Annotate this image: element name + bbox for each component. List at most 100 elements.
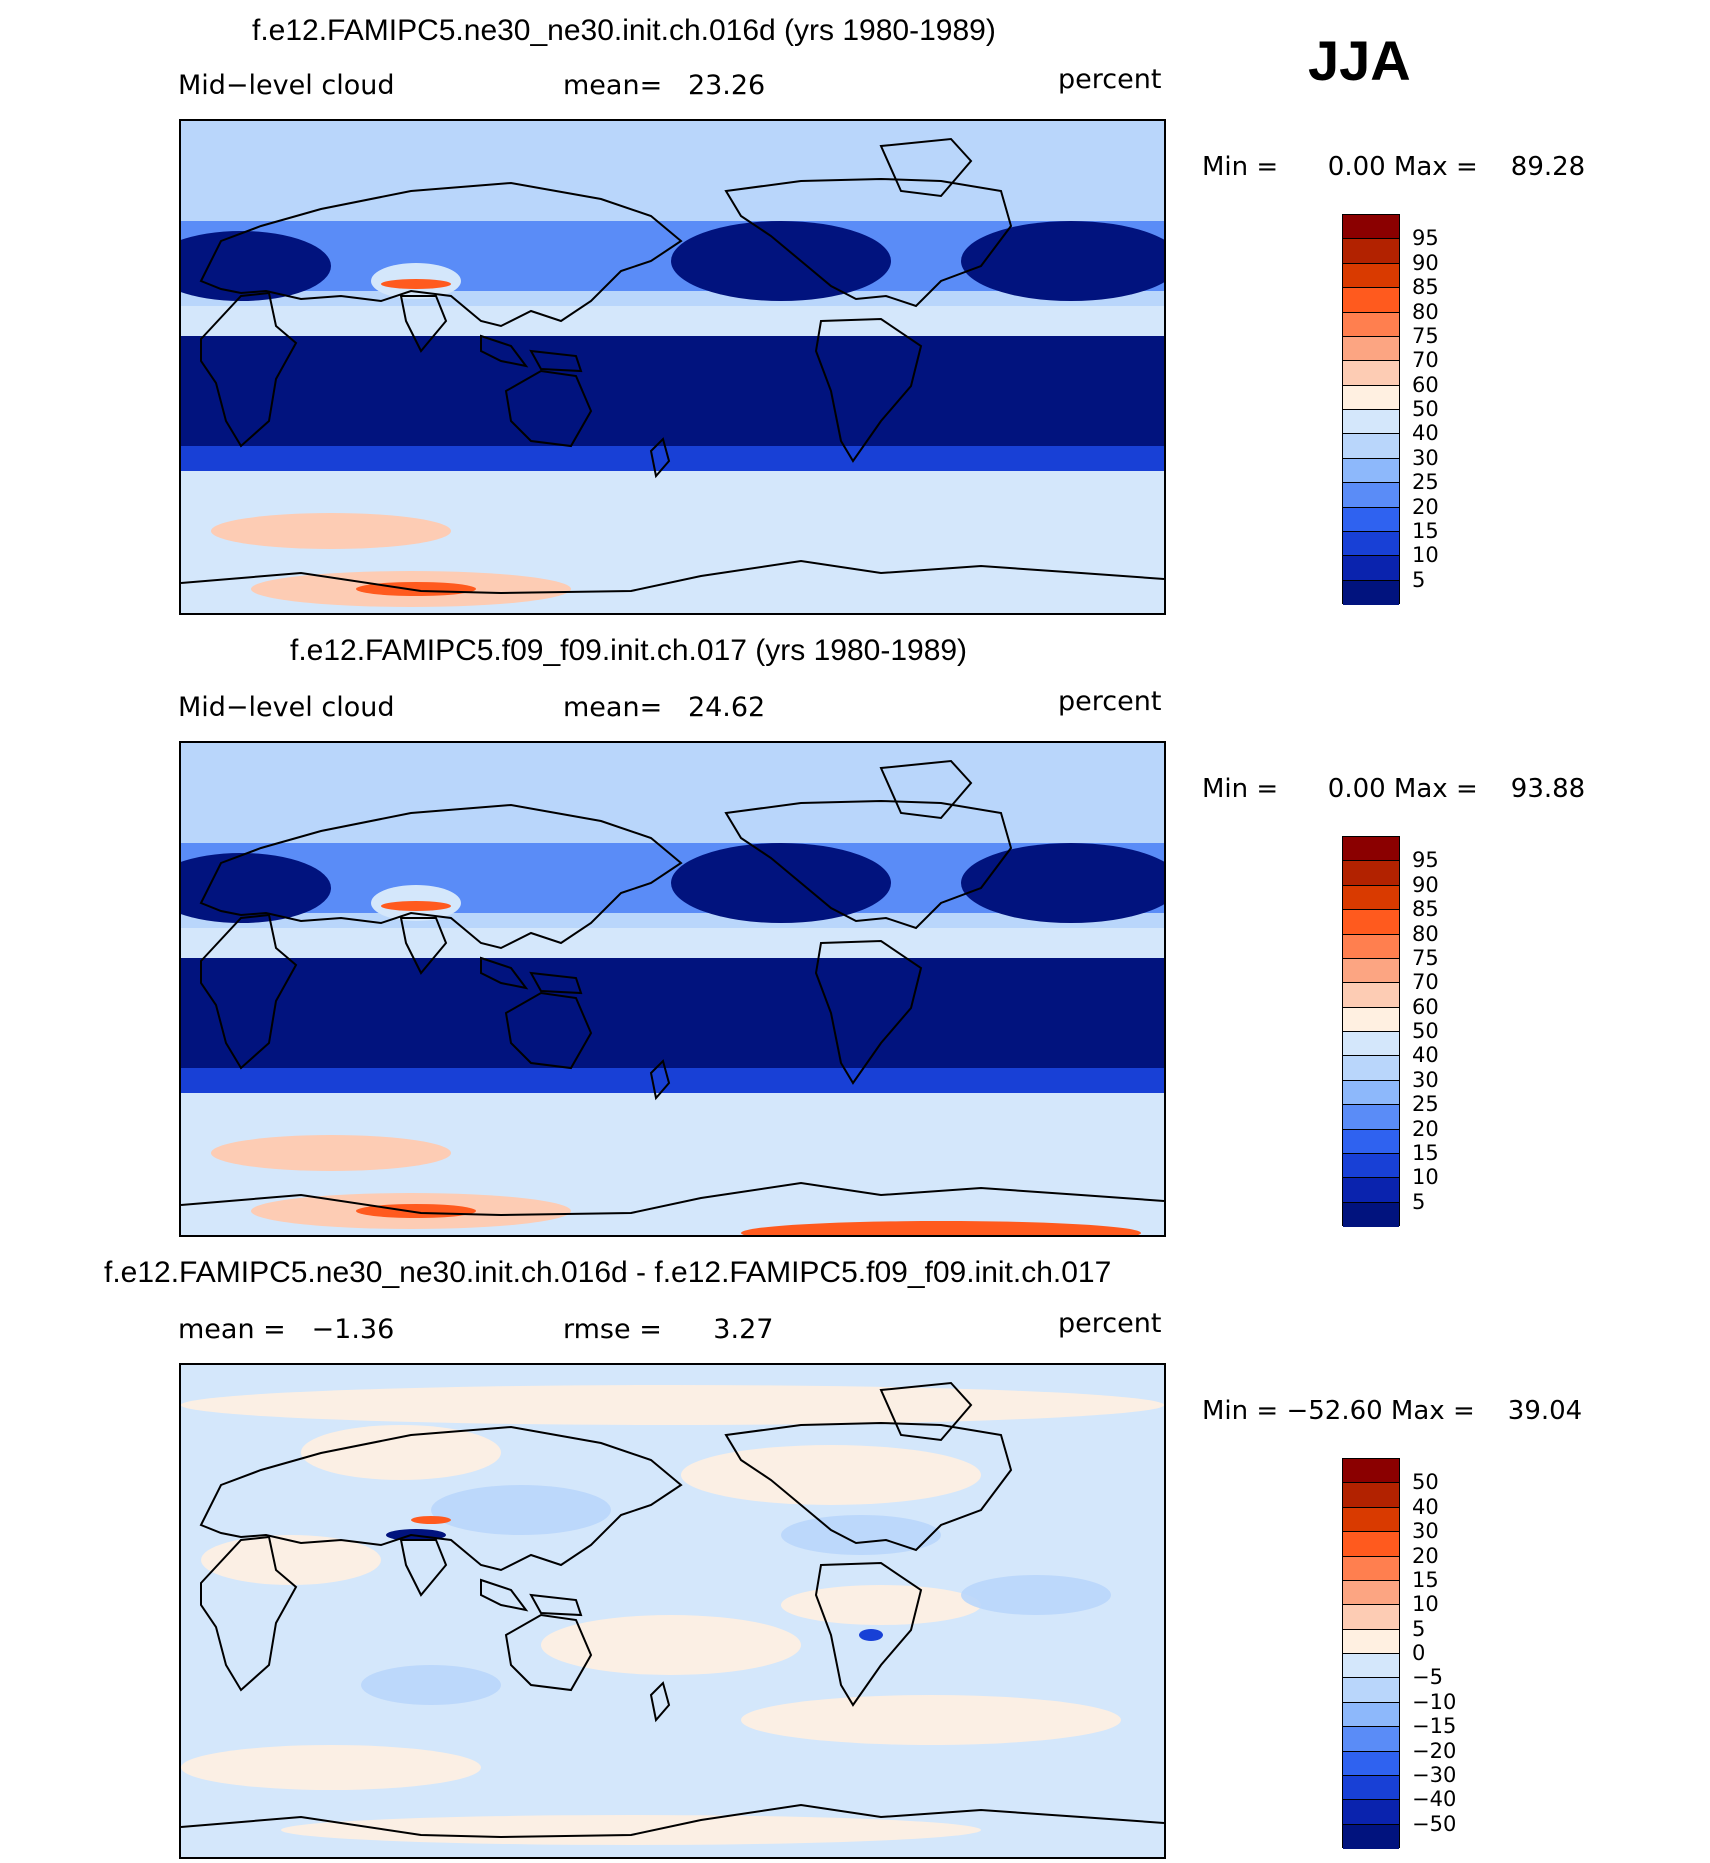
tibet-peak xyxy=(381,279,451,289)
colorbar-tick-label: −15 xyxy=(1412,1714,1457,1739)
coastline xyxy=(480,334,529,368)
coastline xyxy=(814,939,923,1085)
panel1-mean-label: mean= 23.26 xyxy=(563,70,766,101)
north-atlantic-low xyxy=(961,221,1164,301)
coastline xyxy=(879,1381,973,1442)
colorbar-swatch xyxy=(1343,1007,1399,1032)
colorbar-swatch xyxy=(1343,1459,1399,1484)
coastline xyxy=(879,137,973,198)
panel1-map xyxy=(179,119,1166,615)
southern-peach-patch xyxy=(211,513,451,549)
colorbar-tick-label: −50 xyxy=(1412,1811,1457,1836)
panel1-title: f.e12.FAMIPC5.ne30_ne30.init.ch.016d (yr… xyxy=(252,14,996,47)
coastline xyxy=(200,1535,298,1692)
panel2-colorbar xyxy=(1342,836,1400,1227)
colorbar-tick-label: 20 xyxy=(1412,494,1439,519)
panel2-minmax: Min = 0.00 Max = 93.88 xyxy=(1202,774,1586,804)
field-positive-anomaly xyxy=(181,1745,481,1790)
coastline xyxy=(480,1578,529,1612)
panel1-map-graphic xyxy=(181,121,1164,613)
panel3-map xyxy=(179,1363,1166,1859)
colorbar-tick-label: 60 xyxy=(1412,994,1439,1019)
coastline xyxy=(529,971,583,995)
mediterranean-low xyxy=(181,231,331,301)
panel1-colorbar xyxy=(1342,214,1400,605)
colorbar-swatch xyxy=(1343,1105,1399,1130)
coastline xyxy=(724,177,1013,308)
colorbar-swatch xyxy=(1343,1629,1399,1654)
andes-negative-anomaly xyxy=(859,1629,883,1641)
panel3-units-label: percent xyxy=(1058,1308,1162,1339)
colorbar-tick-label: 85 xyxy=(1412,275,1439,300)
colorbar-swatch xyxy=(1343,1824,1399,1849)
colorbar-swatch xyxy=(1343,434,1399,459)
colorbar-swatch xyxy=(1343,1153,1399,1179)
north-atlantic-low xyxy=(961,843,1164,923)
colorbar-tick-label: 15 xyxy=(1412,1567,1439,1592)
colorbar-tick-label: 25 xyxy=(1412,470,1439,495)
panel1-minmax: Min = 0.00 Max = 89.28 xyxy=(1202,152,1586,182)
panel3-title: f.e12.FAMIPC5.ne30_ne30.init.ch.016d - f… xyxy=(104,1256,1112,1289)
colorbar-tick-label: 50 xyxy=(1412,397,1439,421)
colorbar-swatch xyxy=(1343,385,1399,410)
coastline xyxy=(399,917,448,975)
colorbar-tick-label: −20 xyxy=(1412,1738,1457,1763)
colorbar-tick-label: 30 xyxy=(1412,1067,1439,1092)
field-positive-anomaly xyxy=(281,1815,981,1845)
colorbar-tick-label: 80 xyxy=(1412,921,1439,946)
colorbar-swatch xyxy=(1343,239,1399,264)
colorbar-swatch xyxy=(1343,1678,1399,1703)
coastline xyxy=(529,349,583,373)
coastline xyxy=(879,759,973,820)
colorbar-swatch xyxy=(1343,263,1399,289)
colorbar-swatch xyxy=(1343,1080,1399,1106)
coastline xyxy=(529,1593,583,1617)
colorbar-swatch xyxy=(1343,580,1399,605)
colorbar-swatch xyxy=(1343,861,1399,886)
north-pacific-low xyxy=(671,843,891,923)
coastline xyxy=(649,437,671,479)
field-southern-edge xyxy=(181,446,1164,471)
field-positive-anomaly xyxy=(741,1695,1121,1745)
panel3-mean-label: mean = −1.36 xyxy=(178,1314,395,1345)
coastline xyxy=(649,1681,671,1723)
field-negative-anomaly xyxy=(431,1485,611,1535)
panel2-mean-label: mean= 24.62 xyxy=(563,692,766,723)
colorbar-tick-label: 0 xyxy=(1412,1641,1426,1665)
panel1-variable-label: Mid−level cloud xyxy=(178,70,395,101)
colorbar-tick-label: −30 xyxy=(1412,1762,1457,1787)
coastline xyxy=(200,913,298,1070)
coastline xyxy=(181,559,1164,595)
colorbar-tick-label: 70 xyxy=(1412,970,1439,995)
colorbar-tick-label: 95 xyxy=(1412,848,1439,873)
colorbar-swatch xyxy=(1343,934,1399,959)
colorbar-swatch xyxy=(1343,1032,1399,1057)
field-negative-anomaly xyxy=(961,1575,1111,1615)
colorbar-swatch xyxy=(1343,837,1399,862)
colorbar-tick-label: 40 xyxy=(1412,1043,1439,1068)
colorbar-swatch xyxy=(1343,1654,1399,1679)
coastline xyxy=(181,1803,1164,1839)
coastline xyxy=(399,295,448,353)
colorbar-tick-label: 5 xyxy=(1412,567,1426,592)
field-positive-anomaly xyxy=(201,1535,381,1585)
colorbar-tick-label: 15 xyxy=(1412,1140,1439,1165)
colorbar-swatch xyxy=(1343,1532,1399,1557)
colorbar-swatch xyxy=(1343,1775,1399,1801)
colorbar-tick-label: 50 xyxy=(1412,1019,1439,1043)
field-subtropical-band xyxy=(181,958,1164,1068)
colorbar-swatch xyxy=(1343,531,1399,557)
colorbar-swatch xyxy=(1343,1580,1399,1606)
colorbar-swatch xyxy=(1343,1202,1399,1227)
colorbar-swatch xyxy=(1343,556,1399,581)
coastline xyxy=(200,291,298,448)
panel2-title: f.e12.FAMIPC5.f09_f09.init.ch.017 (yrs 1… xyxy=(290,634,968,667)
colorbar-swatch xyxy=(1343,958,1399,984)
colorbar-tick-label: 5 xyxy=(1412,1616,1426,1641)
colorbar-swatch xyxy=(1343,1507,1399,1533)
colorbar-tick-label: −5 xyxy=(1412,1665,1443,1690)
colorbar-tick-label: 10 xyxy=(1412,543,1439,568)
colorbar-tick-label: 50 xyxy=(1412,1470,1439,1495)
colorbar-swatch xyxy=(1343,1800,1399,1825)
coastline xyxy=(504,991,593,1070)
